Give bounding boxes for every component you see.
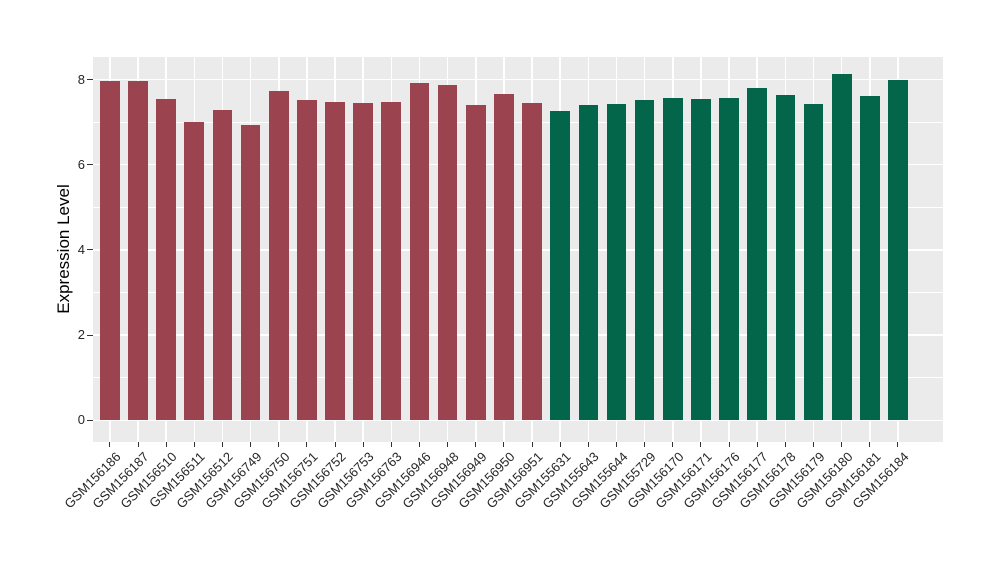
x-tick-mark <box>221 442 223 447</box>
bar-GSM156178 <box>775 94 796 421</box>
x-tick-mark <box>756 442 758 447</box>
bar-GSM156512 <box>212 110 233 421</box>
bar-GSM156171 <box>691 98 711 421</box>
x-tick-mark <box>109 442 111 447</box>
bar-GSM156511 <box>184 122 205 421</box>
bar-GSM156186 <box>100 80 120 421</box>
gridline-y-major <box>93 419 943 422</box>
x-tick-mark <box>559 442 561 447</box>
bar-GSM156177 <box>747 88 768 421</box>
x-tick-mark <box>644 442 646 447</box>
plot-panel <box>93 57 943 442</box>
bar-GSM155631 <box>550 111 571 421</box>
y-tick-label: 2 <box>77 327 85 343</box>
bar-GSM156753 <box>353 103 374 421</box>
x-tick-mark <box>250 442 252 447</box>
bar-GSM156949 <box>465 105 486 421</box>
bar-GSM155643 <box>578 104 599 421</box>
bar-GSM156181 <box>859 96 880 421</box>
y-tick-label: 6 <box>77 156 85 172</box>
bar-GSM156184 <box>888 79 908 421</box>
x-tick-mark <box>334 442 336 447</box>
bar-GSM155644 <box>606 103 627 421</box>
gridline-y-major <box>93 163 943 166</box>
x-tick-mark <box>784 442 786 447</box>
bar-GSM156950 <box>494 93 514 421</box>
bar-GSM156752 <box>325 101 345 421</box>
x-tick-mark <box>700 442 702 447</box>
x-tick-mark <box>475 442 477 447</box>
y-tick-label: 8 <box>77 71 85 87</box>
x-tick-mark <box>165 442 167 447</box>
x-tick-mark <box>306 442 308 447</box>
x-tick-mark <box>447 442 449 447</box>
x-tick-mark <box>278 442 280 447</box>
x-tick-mark <box>531 442 533 447</box>
bar-GSM156176 <box>719 97 739 421</box>
bar-GSM156180 <box>831 74 852 421</box>
gridline-y-minor <box>93 121 943 123</box>
gridline-y-minor <box>93 292 943 293</box>
bar-GSM156749 <box>240 125 261 421</box>
x-tick-mark <box>193 442 195 447</box>
x-tick-mark <box>869 442 871 447</box>
x-tick-mark <box>503 442 505 447</box>
y-tick-mark <box>87 164 93 166</box>
y-tick-mark <box>87 79 93 81</box>
gridline-y-minor <box>93 206 943 208</box>
y-tick-label: 4 <box>77 241 85 257</box>
gridline-y-major <box>93 249 943 251</box>
x-tick-mark <box>813 442 815 447</box>
gridline-y-minor <box>93 377 943 379</box>
y-tick-mark <box>87 249 93 251</box>
bar-GSM156750 <box>268 91 289 421</box>
x-tick-mark <box>672 442 674 447</box>
bar-GSM156179 <box>803 104 824 421</box>
bar-GSM156510 <box>156 98 176 421</box>
x-tick-mark <box>897 442 899 447</box>
gridline-y-major <box>93 334 943 336</box>
x-tick-mark <box>841 442 843 447</box>
y-tick-label: 0 <box>77 412 85 428</box>
bar-GSM156948 <box>437 85 458 421</box>
x-tick-mark <box>390 442 392 447</box>
bar-GSM156946 <box>409 82 430 421</box>
gridline-y-major <box>93 78 943 81</box>
x-tick-mark <box>587 442 589 447</box>
bar-GSM156187 <box>128 80 148 421</box>
bar-GSM156763 <box>381 102 402 421</box>
x-tick-mark <box>362 442 364 447</box>
x-tick-mark <box>418 442 420 447</box>
bar-GSM156951 <box>522 102 542 421</box>
bar-GSM156170 <box>662 97 683 421</box>
x-tick-mark <box>616 442 617 447</box>
y-tick-mark <box>87 419 93 421</box>
y-tick-mark <box>87 334 93 336</box>
bar-GSM156751 <box>297 100 317 421</box>
x-tick-mark <box>728 442 730 447</box>
bar-GSM155729 <box>634 100 655 421</box>
x-tick-mark <box>137 442 139 447</box>
